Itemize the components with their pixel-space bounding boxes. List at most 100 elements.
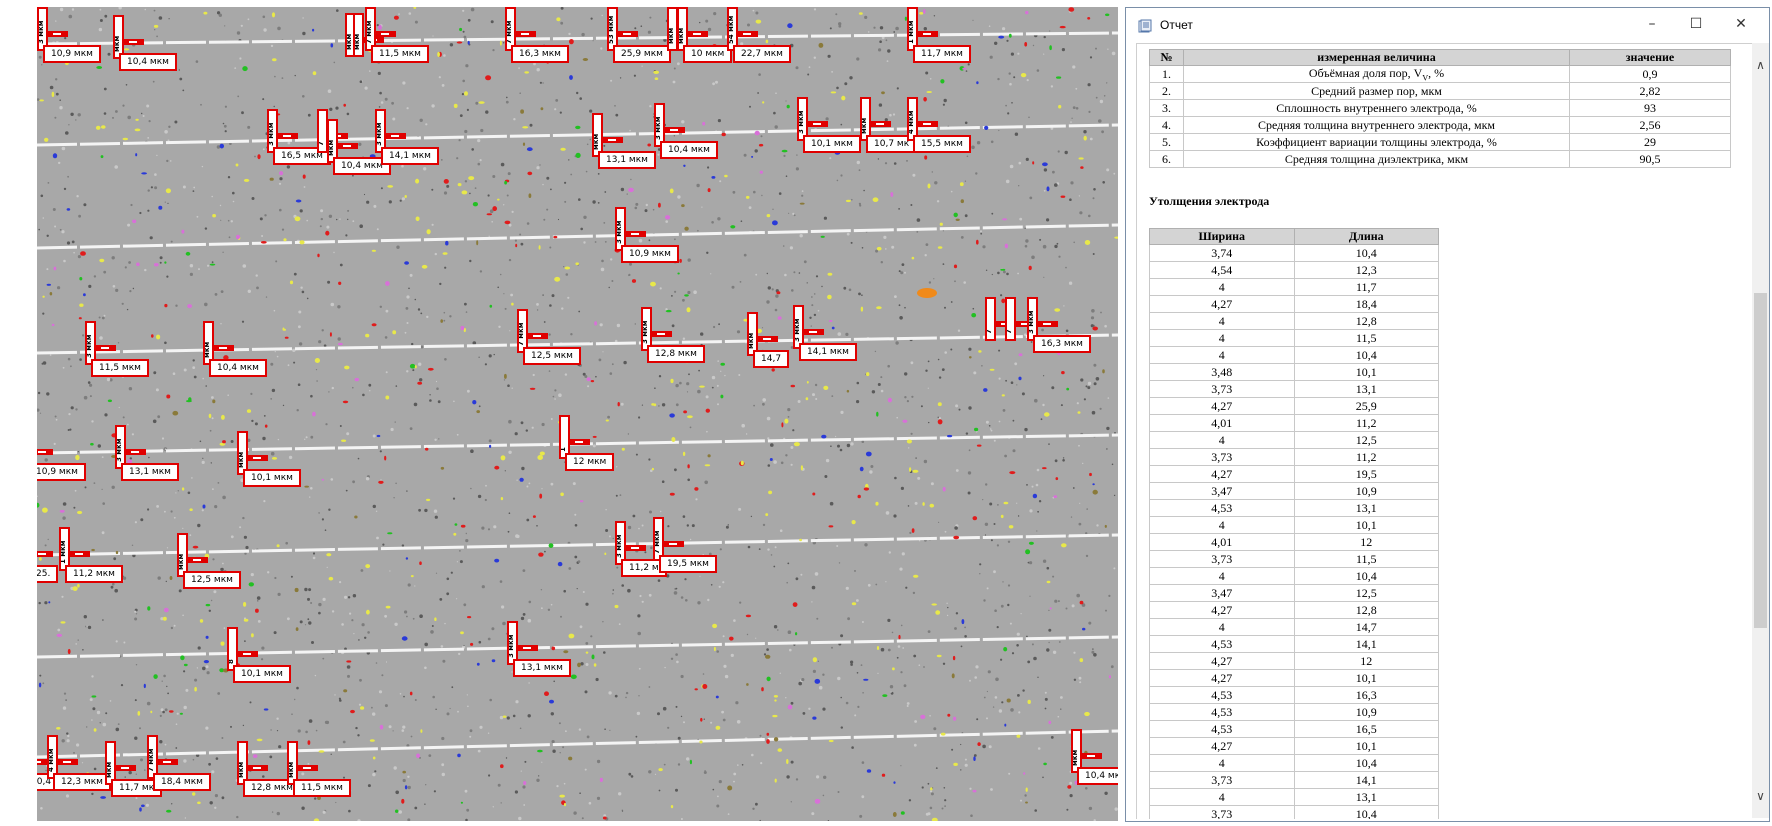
vertical-measure-box: мкм: [105, 741, 116, 785]
vertical-measure-label: 1: [559, 447, 567, 452]
vertical-measure-box: 7 мкм: [147, 735, 158, 779]
vertical-measure-label: 3 мкм: [615, 220, 623, 244]
table-cell: 10,9: [1293, 482, 1439, 500]
measure-tick: [238, 651, 258, 657]
vertical-measure-label: 4 мкм: [907, 110, 915, 134]
table-row: 3,47 10,9: [1149, 482, 1439, 500]
horizontal-measure-label: 14,1 мкм: [381, 147, 439, 165]
table-cell: 12: [1293, 652, 1439, 670]
measure-tick: [626, 231, 646, 237]
vertical-measure-label: 7 мкм: [517, 322, 525, 346]
vertical-scrollbar[interactable]: ∧ ∨: [1752, 43, 1769, 818]
table-cell: 12,8: [1293, 312, 1439, 330]
table-cell: Средний размер пор, мкм: [1183, 82, 1570, 101]
vertical-measure-box: 3 мкм: [85, 321, 96, 365]
measure-tick: [758, 336, 778, 342]
table-cell: 12,8: [1293, 601, 1439, 619]
table-row: 3,73 13,1: [1149, 380, 1439, 398]
vertical-measure-box: 7: [985, 297, 996, 341]
vertical-measure-label: 3 мкм: [85, 334, 93, 358]
table-cell: 3,73: [1149, 550, 1295, 568]
horizontal-measure-label: 10,1 мкм: [803, 135, 861, 153]
horizontal-measure-label: 11,2 мкм: [65, 565, 123, 583]
vertical-measure-label: 3 мкм: [1027, 310, 1035, 334]
horizontal-measure-label: 10,4 мкм: [1077, 767, 1118, 785]
table-cell: 11,5: [1293, 550, 1439, 568]
table-cell: 4,01: [1149, 414, 1295, 432]
vertical-measure-label: 8: [227, 659, 235, 664]
table-cell: 3,73: [1149, 448, 1295, 466]
table-cell: 14,7: [1293, 618, 1439, 636]
measure-tick: [386, 133, 406, 139]
table-cell: 11,2: [1293, 448, 1439, 466]
vertical-measure-label: мкм: [747, 332, 755, 349]
measure-tick: [918, 31, 938, 37]
table-cell: 2,82: [1569, 82, 1731, 101]
vertical-measure-box: 7 мкм: [517, 309, 528, 353]
table-cell: 11,5: [1293, 329, 1439, 347]
measure-tick: [652, 331, 672, 337]
horizontal-measure-label: 14,1 мкм: [799, 343, 857, 361]
table-row: 6. Средняя толщина диэлектрика, мкм 90,5: [1149, 150, 1731, 169]
vertical-measure-label: мкм: [353, 33, 361, 50]
measure-tick: [664, 541, 684, 547]
table-cell: 4,27: [1149, 737, 1295, 755]
table-cell: 3,47: [1149, 482, 1295, 500]
chevron-down-icon[interactable]: ∨: [1756, 789, 1765, 803]
maximize-icon: ☐: [1689, 16, 1703, 32]
table-row: 3,73 10,4: [1149, 805, 1439, 819]
table-row: 5. Коэффициент вариации толщины электрода…: [1149, 133, 1731, 152]
vertical-measure-box: 3 мкм: [37, 7, 48, 51]
horizontal-measure-label: 10,4 мкм: [660, 141, 718, 159]
measure-tick: [516, 31, 536, 37]
table-cell: 13,1: [1293, 788, 1439, 806]
vertical-measure-box: мкм: [353, 13, 364, 57]
horizontal-measure-label: 10,1 мкм: [233, 665, 291, 683]
table-cell: 4: [1149, 431, 1295, 449]
vertical-measure-label: 3 мкм: [507, 634, 515, 658]
horizontal-measure-label: 16,3 мкм: [511, 45, 569, 63]
column-header: Ширина: [1149, 228, 1295, 245]
minimize-button[interactable]: –: [1634, 12, 1670, 36]
horizontal-measure-label: 14,7: [753, 350, 790, 368]
maximize-button[interactable]: ☐: [1678, 12, 1714, 36]
horizontal-measure-label: 13,1 мкм: [598, 151, 656, 169]
horizontal-measure-label: 25,9 мкм: [613, 45, 671, 63]
vertical-measure-label: мкм: [287, 761, 295, 778]
table-cell: 4,53: [1149, 703, 1295, 721]
vertical-measure-label: мкм: [105, 761, 113, 778]
table-cell: 13,1: [1293, 499, 1439, 517]
table-cell: 4,53: [1149, 686, 1295, 704]
chevron-up-icon[interactable]: ∧: [1756, 58, 1765, 72]
title-bar[interactable]: Отчет – ☐ ✕: [1126, 8, 1769, 43]
table-row: 3. Сплошность внутреннего электрода, % 93: [1149, 99, 1731, 118]
vertical-measure-box: мкм: [747, 312, 758, 356]
scroll-thumb[interactable]: [1754, 293, 1767, 628]
table-cell: 12,5: [1293, 584, 1439, 602]
table-row: 4,27 12,8: [1149, 601, 1439, 619]
table-row: 4,54 12,3: [1149, 261, 1439, 279]
table-cell: 10,1: [1293, 516, 1439, 534]
table-cell: Объёмная доля пор, VV, %: [1183, 64, 1570, 84]
table-row: 4,01 12: [1149, 533, 1439, 551]
table-cell: 4: [1149, 312, 1295, 330]
horizontal-measure-label: 10,9 мкм: [621, 245, 679, 263]
section-title: Утолщения электрода: [1149, 194, 1270, 208]
table-cell: 4: [1149, 567, 1295, 585]
measure-tick: [37, 759, 48, 765]
report-content: № измеренная величина значение 1. Объёмна…: [1136, 43, 1752, 819]
close-button[interactable]: ✕: [1723, 12, 1759, 36]
measure-tick: [214, 345, 234, 351]
measure-tick: [70, 551, 90, 557]
table-row: 3,73 14,1: [1149, 771, 1439, 789]
table-row: 4,53 13,1: [1149, 499, 1439, 517]
table-row: 4 11,5: [1149, 329, 1439, 347]
vertical-measure-label: 7 мкм: [505, 20, 513, 44]
measure-tick: [278, 133, 298, 139]
table-cell: 12,5: [1293, 431, 1439, 449]
vertical-measure-label: мкм: [327, 139, 335, 156]
table-row: 4 10,1: [1149, 516, 1439, 534]
table-cell: 4,27: [1149, 465, 1295, 483]
measure-tick: [1016, 321, 1036, 327]
table-cell: 4: [1149, 754, 1295, 772]
